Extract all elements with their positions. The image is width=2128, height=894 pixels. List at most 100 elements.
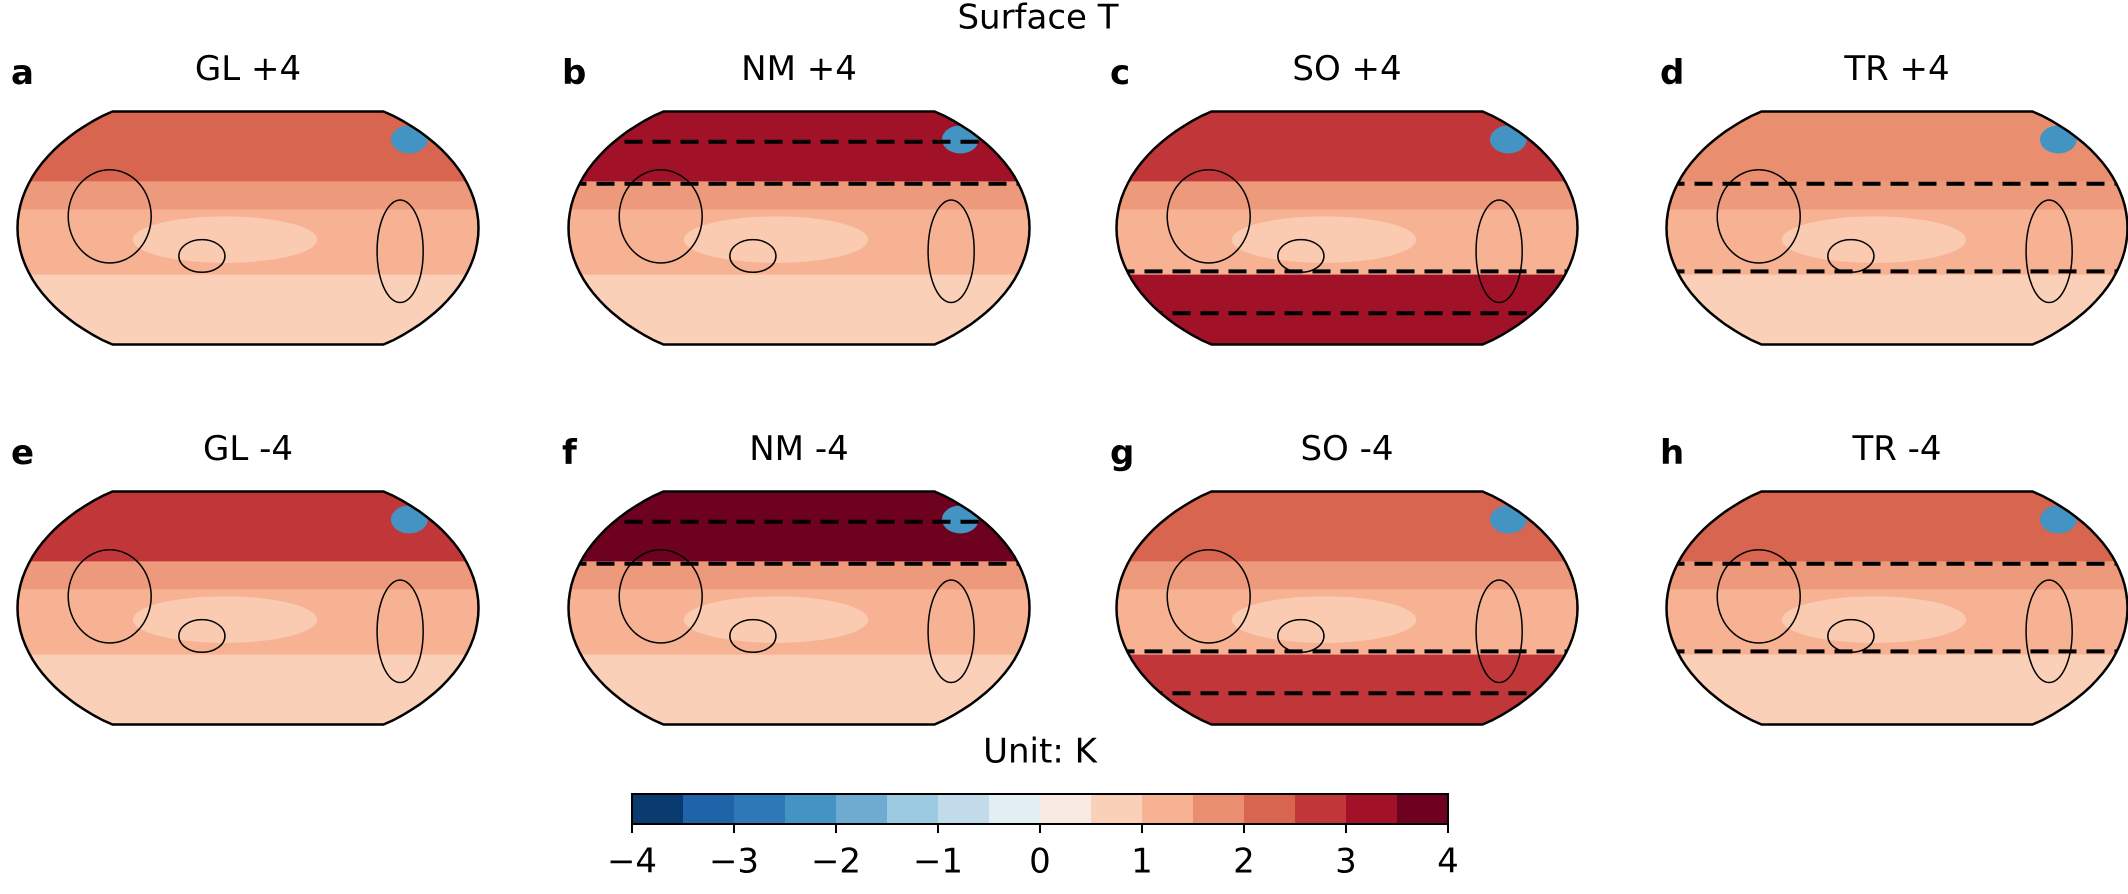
map-outline [16, 490, 480, 726]
map-blob [132, 216, 318, 263]
land [67, 549, 152, 644]
map [17, 491, 479, 725]
map-blob [683, 596, 869, 643]
panel-title: TR +4 [1843, 49, 1949, 89]
land [1475, 199, 1523, 304]
map-outline [16, 110, 480, 346]
colorbar-bin [1091, 794, 1142, 824]
colorbar-bin [1244, 794, 1295, 824]
land [2025, 579, 2073, 684]
panel-title: SO -4 [1300, 429, 1393, 469]
colorbar-bin [683, 794, 734, 824]
map-band [17, 654, 479, 725]
x-tick-label: 0 [1029, 842, 1051, 882]
land [618, 549, 703, 644]
map-blob [2039, 125, 2077, 154]
map-blob [683, 216, 869, 263]
map [1666, 111, 2128, 345]
figure-title: Surface T [957, 0, 1118, 38]
map [1116, 111, 1578, 345]
map-band [1116, 654, 1578, 725]
map-blob [1781, 596, 1967, 643]
colorbar-bin [1142, 794, 1193, 824]
map-blob [941, 125, 979, 154]
land [729, 618, 777, 654]
colorbar-bin [938, 794, 989, 824]
panel-letter: h [1660, 433, 1684, 473]
map-band [1666, 274, 2128, 345]
map-blob [1231, 596, 1417, 643]
panel-title: TR -4 [1851, 429, 1941, 469]
map-band [568, 181, 1030, 210]
land [2025, 199, 2073, 304]
x-tick-label: −4 [607, 842, 657, 882]
colorbar-bin [1295, 794, 1346, 824]
map-outline [567, 490, 1031, 726]
map [1116, 491, 1578, 725]
land [178, 238, 226, 274]
panel-title: NM -4 [749, 429, 848, 469]
colorbar-bin [1040, 794, 1091, 824]
panel-letter: b [562, 53, 586, 93]
x-tick-label: −1 [913, 842, 963, 882]
map-blob [2039, 505, 2077, 534]
x-tick-label: −2 [811, 842, 861, 882]
map-blob [941, 505, 979, 534]
map-band [17, 181, 479, 210]
map-outline [1665, 490, 2128, 726]
panel-letter: f [562, 433, 578, 473]
map [17, 111, 479, 345]
land [1166, 549, 1251, 644]
land [618, 169, 703, 264]
map-band [1666, 654, 2128, 725]
panel-title: NM +4 [741, 49, 857, 89]
colorbar-bin [632, 794, 683, 824]
colorbar-bin [887, 794, 938, 824]
x-tick-label: 4 [1437, 842, 1459, 882]
land [376, 199, 424, 304]
map-blob [1781, 216, 1967, 263]
colorbar-bin [989, 794, 1040, 824]
x-tick-label: 2 [1233, 842, 1255, 882]
panel-letter: d [1660, 53, 1684, 93]
map-blob [1489, 505, 1527, 534]
map-band [568, 654, 1030, 725]
land [1166, 169, 1251, 264]
x-tick-label: −3 [709, 842, 759, 882]
panel-letter: e [11, 433, 34, 473]
map-band [17, 274, 479, 345]
land [67, 169, 152, 264]
colorbar-bin [836, 794, 887, 824]
colorbar-bin [785, 794, 836, 824]
map [1666, 491, 2128, 725]
map-blob [390, 125, 428, 154]
panel-letter: c [1110, 53, 1130, 93]
panel-title: SO +4 [1292, 49, 1401, 89]
colorbar-bin [1346, 794, 1397, 824]
map-outline [1665, 110, 2128, 346]
panel-letter: g [1110, 433, 1134, 473]
map-blob [132, 596, 318, 643]
land [178, 618, 226, 654]
land [1475, 579, 1523, 684]
land [729, 238, 777, 274]
map-band [1666, 561, 2128, 590]
land [1716, 169, 1801, 264]
map-band [17, 561, 479, 590]
colorbar-bin [1193, 794, 1244, 824]
map-band [568, 561, 1030, 590]
panel-title: GL -4 [203, 429, 293, 469]
map [568, 111, 1030, 345]
map-outline [1115, 110, 1579, 346]
land [927, 199, 975, 304]
land [927, 579, 975, 684]
colorbar-bin [1397, 794, 1448, 824]
map-blob [390, 505, 428, 534]
map [568, 491, 1030, 725]
map-outline [1115, 490, 1579, 726]
map-blob [1489, 125, 1527, 154]
map-band [1116, 274, 1578, 345]
x-tick-label: 3 [1335, 842, 1357, 882]
